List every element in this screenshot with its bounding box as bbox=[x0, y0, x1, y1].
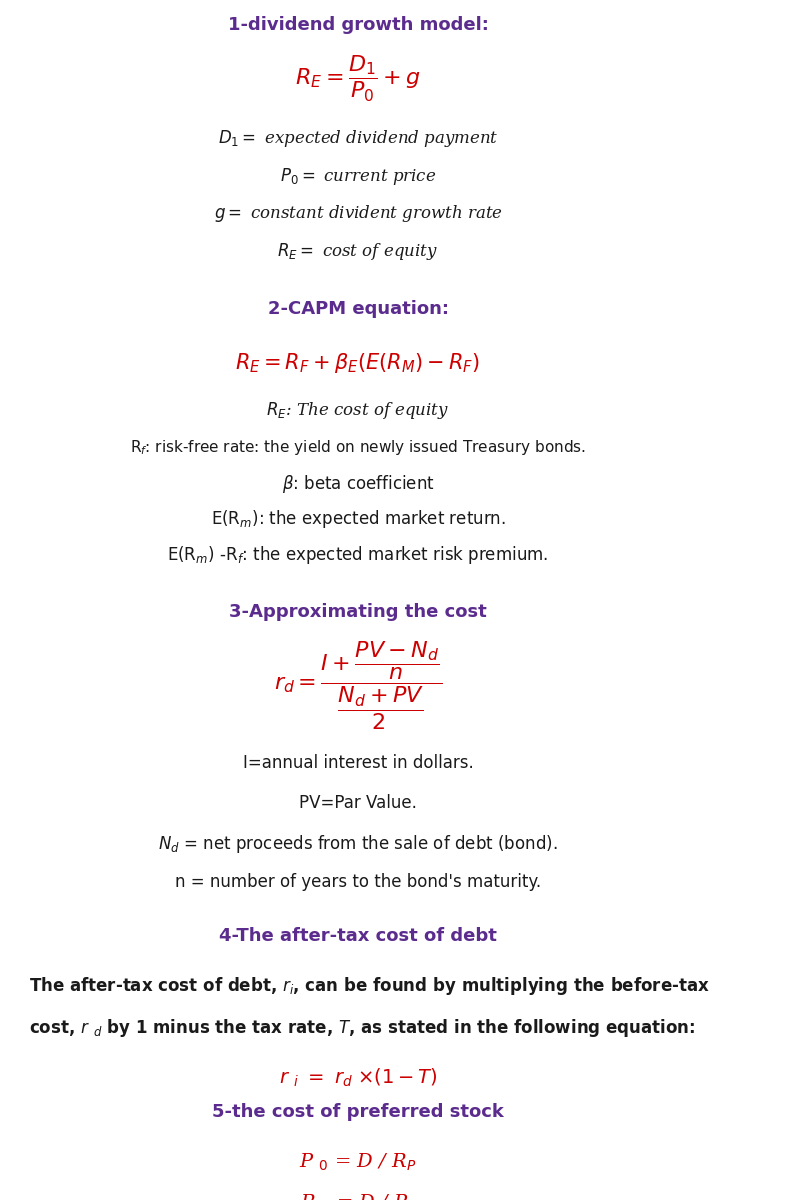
Text: R$_f$: risk-free rate: the yield on newly issued Treasury bonds.: R$_f$: risk-free rate: the yield on newl… bbox=[130, 438, 586, 457]
Text: $R_E = R_F + \beta_E(E(R_M) - R_F)$: $R_E = R_F + \beta_E(E(R_M) - R_F)$ bbox=[235, 350, 481, 374]
Text: $D_1 = $ expected dividend payment: $D_1 = $ expected dividend payment bbox=[218, 128, 498, 149]
Text: 1-dividend growth model:: 1-dividend growth model: bbox=[227, 16, 489, 34]
Text: $P_0 = $ current price: $P_0 = $ current price bbox=[280, 166, 437, 186]
Text: $R_E$: The cost of equity: $R_E$: The cost of equity bbox=[267, 400, 449, 421]
Text: R $_{P}$ = D / P$_0$: R $_{P}$ = D / P$_0$ bbox=[300, 1193, 417, 1200]
Text: 4-The after-tax cost of debt: 4-The after-tax cost of debt bbox=[219, 928, 497, 946]
Text: 2-CAPM equation:: 2-CAPM equation: bbox=[268, 300, 449, 318]
Text: $r_d = \dfrac{I + \dfrac{PV - N_d}{n}}{\dfrac{N_d + PV}{2}}$: $r_d = \dfrac{I + \dfrac{PV - N_d}{n}}{\… bbox=[274, 641, 442, 732]
Text: The after-tax cost of debt, $r_i$, can be found by multiplying the before-tax: The after-tax cost of debt, $r_i$, can b… bbox=[29, 974, 710, 997]
Text: E(R$_m$): the expected market return.: E(R$_m$): the expected market return. bbox=[211, 508, 505, 530]
Text: P $_{0}$ = D / R$_P$: P $_{0}$ = D / R$_P$ bbox=[300, 1151, 417, 1172]
Text: E(R$_m$) -R$_f$: the expected market risk premium.: E(R$_m$) -R$_f$: the expected market ris… bbox=[167, 544, 549, 565]
Text: 5-the cost of preferred stock: 5-the cost of preferred stock bbox=[212, 1104, 504, 1122]
Text: $R_E = $ cost of equity: $R_E = $ cost of equity bbox=[277, 241, 439, 262]
Text: cost, $r$ $_{d}$ by 1 minus the tax rate, $T$, as stated in the following equati: cost, $r$ $_{d}$ by 1 minus the tax rate… bbox=[29, 1018, 695, 1039]
Text: 3-Approximating the cost: 3-Approximating the cost bbox=[229, 604, 487, 622]
Text: $r$ $_{i}$ $=$ $r_d$ $\times(1-T)$: $r$ $_{i}$ $=$ $r_d$ $\times(1-T)$ bbox=[279, 1067, 437, 1088]
Text: $N_d$ = net proceeds from the sale of debt (bond).: $N_d$ = net proceeds from the sale of de… bbox=[158, 834, 557, 856]
Text: $g = $ constant divident growth rate: $g = $ constant divident growth rate bbox=[214, 203, 502, 224]
Text: I=annual interest in dollars.: I=annual interest in dollars. bbox=[243, 755, 473, 773]
Text: PV=Par Value.: PV=Par Value. bbox=[299, 794, 417, 812]
Text: $R_E = \dfrac{D_1}{P_0} + g$: $R_E = \dfrac{D_1}{P_0} + g$ bbox=[295, 54, 421, 104]
Text: $\beta$: beta coefficient: $\beta$: beta coefficient bbox=[282, 473, 434, 494]
Text: n = number of years to the bond's maturity.: n = number of years to the bond's maturi… bbox=[175, 874, 541, 892]
